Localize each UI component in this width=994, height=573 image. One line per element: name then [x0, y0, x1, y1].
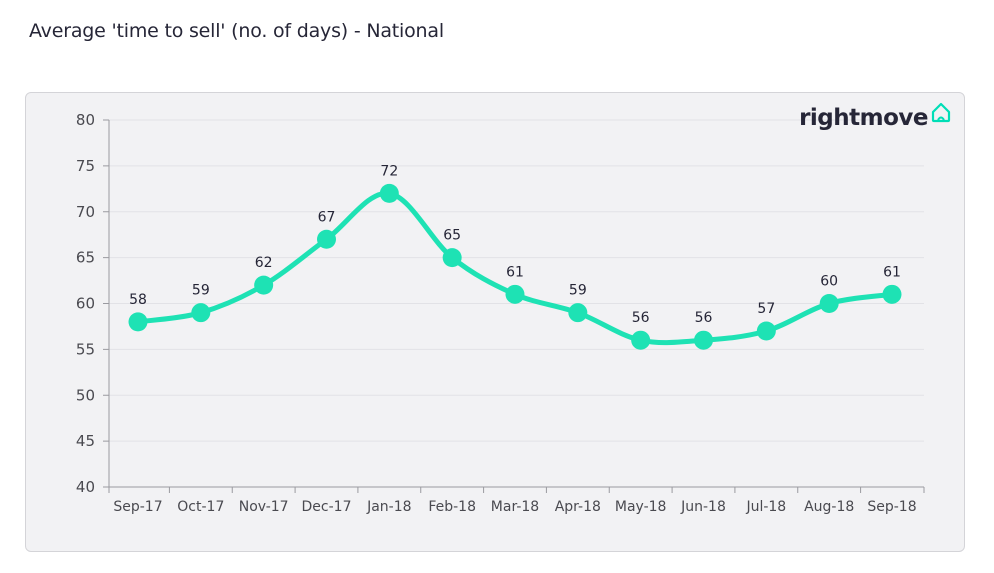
x-tick-label: Sep-17 — [113, 499, 162, 515]
data-point — [505, 284, 525, 304]
x-tick-label: Feb-18 — [428, 499, 476, 515]
chart-title: Average 'time to sell' (no. of days) - N… — [29, 20, 444, 42]
data-label: 56 — [695, 310, 713, 326]
data-point — [317, 229, 336, 249]
y-tick-label: 60 — [76, 295, 95, 313]
data-label: 61 — [506, 264, 524, 280]
data-point — [756, 321, 776, 341]
x-tick-label: May-18 — [615, 499, 667, 515]
y-axis-ticks: 40 45 50 55 60 65 70 75 80 — [76, 111, 109, 496]
y-tick-label: 50 — [76, 386, 95, 404]
data-point — [191, 303, 211, 323]
x-tick-label: Oct-17 — [177, 499, 224, 515]
y-tick-label: 65 — [76, 249, 95, 267]
data-label: 72 — [380, 163, 398, 179]
logo-text: rightmove — [799, 105, 928, 131]
data-point — [254, 275, 274, 295]
data-point — [442, 248, 462, 268]
data-label: 67 — [318, 209, 336, 225]
data-points — [128, 183, 902, 350]
x-tick-label: Sep-18 — [867, 499, 916, 515]
x-tick-label: Mar-18 — [491, 499, 539, 515]
line-chart: 40 45 50 55 60 65 70 75 80 Sep-17 Oct-17 Nov-17 Dec… — [76, 111, 925, 515]
data-label: 57 — [757, 301, 775, 317]
x-tick-label: Jul-18 — [745, 499, 786, 515]
y-tick-label: 55 — [76, 340, 95, 358]
data-point — [694, 330, 713, 350]
data-point — [128, 312, 148, 332]
data-point — [631, 330, 651, 350]
y-tick-label: 70 — [76, 203, 95, 221]
data-label: 56 — [632, 310, 650, 326]
data-label: 59 — [569, 283, 587, 299]
x-tick-label: Jun-18 — [680, 499, 726, 515]
data-labels: 58 59 62 67 72 65 61 59 56 56 57 60 61 — [129, 163, 901, 326]
data-label: 61 — [883, 264, 901, 280]
x-tick-label: Dec-17 — [302, 499, 352, 515]
rightmove-logo: rightmove — [799, 101, 952, 130]
y-tick-label: 45 — [76, 432, 95, 450]
data-point — [379, 183, 399, 203]
x-tick-label: Nov-17 — [239, 499, 289, 515]
y-tick-label: 75 — [76, 157, 95, 175]
x-tick-label: Apr-18 — [555, 499, 601, 515]
y-tick-label: 80 — [76, 111, 95, 129]
y-tick-label: 40 — [76, 478, 95, 496]
data-label: 60 — [820, 274, 838, 290]
data-label: 59 — [192, 283, 210, 299]
data-label: 58 — [129, 292, 147, 308]
house-outline-icon — [930, 101, 952, 127]
x-axis-ticks: Sep-17 Oct-17 Nov-17 Dec-17 Jan-18 Feb-18 Mar-… — [108, 487, 925, 515]
data-point — [819, 294, 839, 313]
gridlines — [109, 119, 924, 442]
chart-panel: 40 45 50 55 60 65 70 75 80 Sep-17 Oct-17 Nov-17 Dec… — [25, 92, 965, 552]
data-label: 62 — [255, 255, 273, 271]
x-tick-label: Aug-18 — [804, 499, 854, 515]
x-tick-label: Jan-18 — [366, 499, 411, 515]
data-point — [568, 303, 588, 323]
data-point — [882, 284, 902, 304]
data-label: 65 — [443, 228, 461, 244]
